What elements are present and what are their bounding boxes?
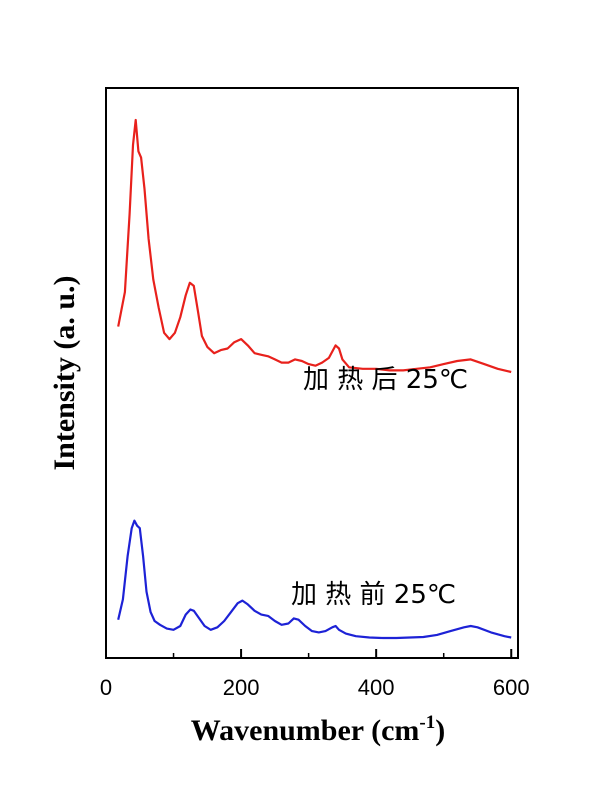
series-label-after-heating: 加 热 后 25℃	[303, 365, 468, 395]
x-axis-title-superscript: -1	[419, 712, 435, 733]
series-layer	[117, 118, 512, 640]
series-line-after-heating	[117, 118, 512, 374]
series-line-before-heating	[117, 519, 512, 640]
plot-frame	[105, 87, 519, 659]
y-axis-title: Intensity (a. u.)	[48, 275, 81, 470]
x-tick-label-200: 200	[223, 675, 260, 700]
x-tick-label-600: 600	[493, 675, 530, 700]
x-axis-title: Wavenumber (cm-1)	[191, 712, 445, 747]
x-tick-label-0: 0	[100, 675, 112, 700]
x-axis-ticks: 0 200 400 600	[100, 649, 530, 700]
x-tick-label-400: 400	[358, 675, 395, 700]
series-label-before-heating: 加 热 前 25℃	[291, 580, 456, 610]
